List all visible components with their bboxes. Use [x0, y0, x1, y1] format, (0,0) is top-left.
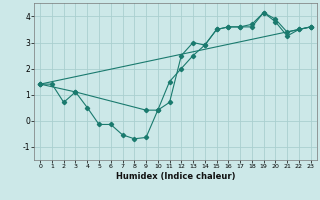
X-axis label: Humidex (Indice chaleur): Humidex (Indice chaleur) [116, 172, 235, 181]
